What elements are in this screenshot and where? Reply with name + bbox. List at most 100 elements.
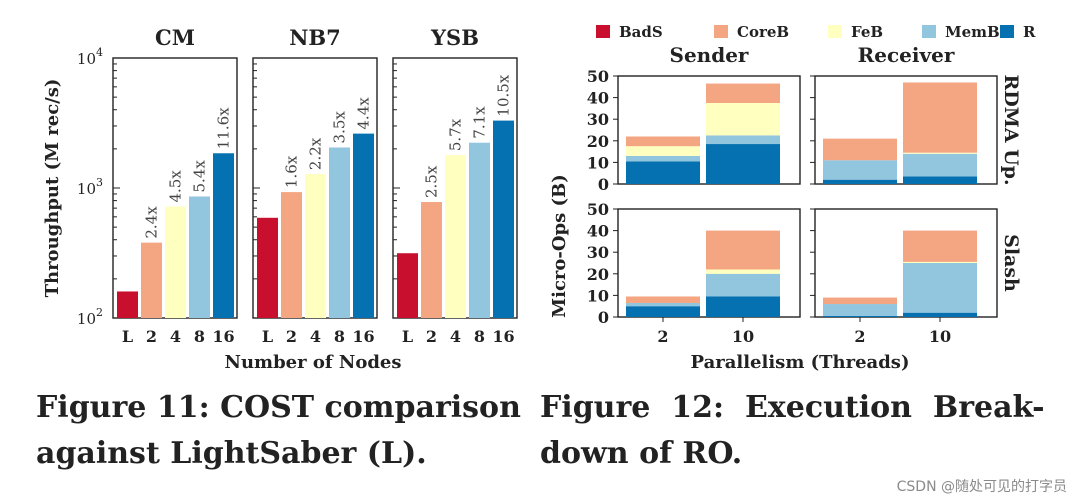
fig12-y-tick-label-1-0: 0 — [598, 308, 609, 327]
fig12-legend-label-feb: FeB — [851, 23, 883, 41]
fig11-y-tick-label-1: 103 — [77, 176, 103, 198]
fig12-bar-segment-0-0-2-r — [626, 161, 700, 184]
fig11-x-tick-label-ysb-4: 4 — [450, 327, 461, 346]
fig11-x-tick-label-ysb-2: 2 — [426, 327, 437, 346]
fig11-x-tick-label-cm-L: L — [122, 327, 133, 346]
fig11-speedup-label-ysb-2: 2.5x — [423, 165, 441, 198]
fig12-bar-segment-1-1-2-memb — [823, 304, 897, 316]
fig11-x-tick-label-nb7-L: L — [262, 327, 273, 346]
fig11-bar-nb7-L — [257, 217, 278, 318]
figure-11-caption-line-1: Figure 11: COST comparison — [36, 390, 521, 425]
fig12-y-tick-label-0-5: 50 — [587, 67, 609, 86]
fig11-x-axis-label: Number of Nodes — [224, 352, 401, 373]
fig11-x-tick-label-ysb-16: 16 — [492, 327, 514, 346]
fig11-speedup-label-ysb-8: 7.1x — [471, 106, 489, 139]
fig12-row-title-0: RDMA Up. — [1000, 74, 1022, 185]
fig11-bar-ysb-L — [397, 253, 418, 318]
fig12-bar-segment-1-0-10-feb — [706, 269, 780, 274]
fig12-y-tick-label-0-3: 30 — [587, 110, 609, 129]
fig11-bar-nb7-4 — [305, 174, 326, 318]
fig12-bar-segment-1-1-10-memb — [903, 263, 977, 313]
fig12-row-title-1: Slash — [1000, 234, 1022, 292]
fig12-x-tick-label-1-10: 10 — [929, 327, 951, 346]
fig12-bar-segment-1-0-2-memb — [626, 302, 700, 307]
fig12-bar-segment-0-0-2-feb — [626, 146, 700, 156]
fig12-x-tick-label-0-10: 10 — [732, 327, 754, 346]
fig12-y-axis-label: Micro-Ops (B) — [549, 174, 570, 318]
fig12-bar-segment-1-1-10-r — [903, 312, 977, 317]
fig12-legend-label-r: R — [1023, 23, 1036, 41]
fig12-y-tick-label-1-4: 40 — [587, 222, 609, 241]
fig12-x-tick-label-0-2: 2 — [657, 327, 668, 346]
fig11-speedup-label-nb7-8: 3.5x — [331, 111, 349, 144]
fig11-bar-nb7-2 — [281, 192, 302, 318]
fig11-y-tick-label-2: 104 — [77, 46, 103, 68]
fig11-x-tick-label-cm-8: 8 — [194, 327, 205, 346]
fig11-bar-nb7-16 — [353, 133, 374, 318]
watermark: CSDN @随处可见的打字员 — [896, 479, 1067, 495]
fig12-column-title-sender: Sender — [670, 43, 749, 67]
fig12-legend-label-memb: MemB — [945, 23, 1000, 41]
figure-11-caption-line-2: against LightSaber (L). — [36, 436, 427, 471]
fig11-x-tick-label-ysb-8: 8 — [474, 327, 485, 346]
fig12-y-tick-label-0-1: 10 — [587, 153, 609, 172]
fig11-speedup-label-nb7-4: 2.2x — [307, 137, 325, 170]
fig12-bar-segment-0-1-10-memb — [903, 153, 977, 177]
fig12-bar-segment-1-1-10-coreb — [903, 230, 977, 262]
fig12-bar-segment-0-1-2-r — [823, 179, 897, 184]
fig11-x-tick-label-nb7-8: 8 — [334, 327, 345, 346]
fig11-x-tick-label-nb7-16: 16 — [352, 327, 374, 346]
fig12-bar-segment-0-1-2-memb — [823, 160, 897, 180]
fig12-bar-segment-0-1-10-coreb — [903, 82, 977, 153]
fig12-y-tick-label-1-3: 30 — [587, 243, 609, 262]
fig11-bar-cm-2 — [141, 242, 162, 318]
fig12-y-tick-label-1-1: 10 — [587, 286, 609, 305]
fig12-bar-segment-1-0-10-coreb — [706, 230, 780, 270]
fig12-bar-segment-1-0-10-memb — [706, 273, 780, 297]
fig12-x-axis-label: Parallelism (Threads) — [691, 352, 910, 373]
fig11-x-tick-label-cm-16: 16 — [212, 327, 234, 346]
fig12-bar-segment-1-1-10-feb — [903, 261, 977, 263]
fig12-x-tick-label-1-2: 2 — [854, 327, 865, 346]
fig11-bar-cm-L — [117, 291, 138, 318]
fig12-bar-segment-0-1-2-coreb — [823, 138, 897, 161]
fig12-y-tick-label-0-4: 40 — [587, 89, 609, 108]
fig12-bar-segment-0-0-10-coreb — [706, 83, 780, 103]
fig11-bar-ysb-16 — [493, 120, 514, 318]
fig12-legend-swatch-bads — [596, 25, 610, 38]
fig12-y-tick-label-1-5: 50 — [587, 200, 609, 219]
fig11-speedup-label-cm-4: 4.5x — [167, 170, 185, 203]
fig11-speedup-label-cm-8: 5.4x — [191, 160, 209, 193]
fig12-legend-swatch-memb — [922, 25, 936, 38]
fig11-bar-cm-4 — [165, 206, 186, 318]
fig12-legend-swatch-r — [1000, 25, 1014, 38]
fig12-bar-segment-0-0-10-memb — [706, 135, 780, 145]
fig12-legend-swatch-feb — [828, 25, 842, 38]
fig12-legend-swatch-coreb — [714, 25, 728, 38]
figure-12-caption-line-1: Figure 12: Execution Break- — [540, 390, 1045, 425]
fig12-bar-segment-0-0-10-r — [706, 144, 780, 184]
fig12-y-tick-label-0-0: 0 — [598, 175, 609, 194]
fig12-bar-segment-0-1-10-feb — [903, 152, 977, 154]
figure-12-caption-line-2: down of RO. — [540, 436, 743, 471]
fig11-x-tick-label-cm-2: 2 — [146, 327, 157, 346]
fig11-bar-ysb-2 — [421, 202, 442, 318]
fig11-speedup-label-ysb-16: 10.5x — [495, 74, 513, 116]
fig11-y-axis-label: Throughput (M rec/s) — [42, 79, 63, 298]
fig11-speedup-label-cm-16: 11.6x — [215, 107, 233, 149]
fig11-x-tick-label-cm-4: 4 — [170, 327, 181, 346]
fig11-speedup-label-ysb-4: 5.7x — [447, 118, 465, 151]
fig12-column-title-receiver: Receiver — [858, 43, 955, 67]
fig11-y-tick-label-0: 102 — [77, 306, 103, 328]
fig11-bar-cm-8 — [189, 196, 210, 318]
fig11-bar-cm-16 — [213, 153, 234, 318]
fig12-bar-segment-1-1-2-r — [823, 315, 897, 317]
fig12-bar-segment-1-0-10-r — [706, 296, 780, 317]
fig11-speedup-label-nb7-16: 4.4x — [355, 97, 373, 130]
fig12-bar-segment-1-0-2-coreb — [626, 296, 700, 303]
fig12-bar-segment-0-0-2-coreb — [626, 136, 700, 147]
fig11-panel-title-cm: CM — [155, 25, 195, 50]
fig12-y-tick-label-1-2: 20 — [587, 265, 609, 284]
fig12-bar-segment-0-0-2-memb — [626, 155, 700, 162]
